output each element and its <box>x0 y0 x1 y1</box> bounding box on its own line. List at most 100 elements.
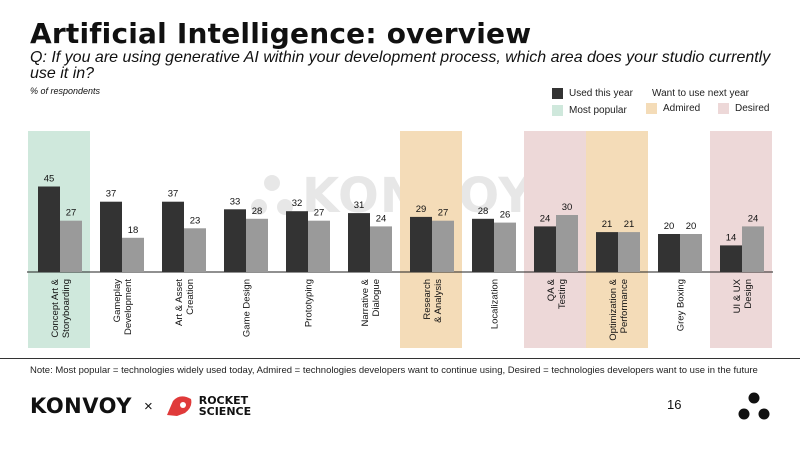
category-label-line: Research <box>422 279 433 320</box>
legend-label-desired: Desired <box>735 103 770 114</box>
bar-chart: 45 27 Concept Art & Storyboarding 37 18 Gamepl… <box>27 131 773 348</box>
data-label: 27 <box>438 208 449 219</box>
data-label: 33 <box>230 196 241 207</box>
data-label: 20 <box>686 221 697 232</box>
bar-want <box>246 218 268 272</box>
page-number: 16 <box>667 397 682 412</box>
category-label-line: QA & <box>546 278 557 301</box>
category-label-line: Grey Boxing <box>676 279 687 331</box>
unit-label: % of respondents <box>30 86 101 96</box>
bar-used <box>534 226 556 272</box>
rocket-science-logo: ROCKET SCIENCE <box>165 395 251 417</box>
category-label: UI & UX Design <box>732 278 754 313</box>
bar-want <box>556 215 578 272</box>
legend-want: Want to use next year <box>646 88 749 99</box>
category-label-line: Prototyping <box>304 279 315 327</box>
category-label-line: Creation <box>185 279 196 315</box>
bar-want <box>308 220 330 272</box>
legend-label-admired: Admired <box>663 103 701 114</box>
chart-legend-2: Admired Desired <box>646 103 778 120</box>
bar-used <box>658 234 680 272</box>
bar-used <box>410 216 432 272</box>
category-label: Art & Asset Creation <box>174 279 196 326</box>
data-label: 28 <box>252 206 263 217</box>
data-label: 27 <box>66 208 77 219</box>
category-label: Narrative & Dialogue <box>360 278 382 326</box>
footnote: Note: Most popular = technologies widely… <box>30 365 758 376</box>
legend-desired: Desired <box>718 103 778 114</box>
legend-label-used: Used this year <box>569 88 633 99</box>
category-label-line: Dialogue <box>371 279 382 317</box>
data-label: 21 <box>624 219 635 230</box>
legend-label-want: Want to use next year <box>652 88 749 99</box>
bar-used <box>286 211 308 272</box>
category-label: Prototyping <box>304 279 315 327</box>
partner-name-line2: SCIENCE <box>198 405 252 418</box>
partner-name-line1: ROCKET <box>198 394 249 407</box>
category-label-line: Optimization & <box>608 278 619 340</box>
category-label: Research & Analysis <box>422 279 444 323</box>
chart-legend: Used this year Want to use next year Mos… <box>552 88 749 122</box>
data-label: 27 <box>314 208 325 219</box>
bar-want <box>494 222 516 272</box>
legend-swatch-desired <box>718 103 729 114</box>
bar-used <box>348 213 370 272</box>
bar-want <box>370 226 392 272</box>
bar-want <box>618 232 640 272</box>
bar-used <box>38 186 60 272</box>
category-label: Game Design <box>242 279 253 337</box>
category-label-line: Narrative & <box>360 278 371 326</box>
data-label: 37 <box>168 189 179 200</box>
footer-brands: KONVOY × ROCKET SCIENCE <box>30 394 251 418</box>
category-label: Concept Art & Storyboarding <box>50 278 72 338</box>
data-label: 32 <box>292 198 303 209</box>
data-label: 18 <box>128 225 139 236</box>
data-label: 20 <box>664 221 675 232</box>
data-label: 31 <box>354 200 365 211</box>
data-label: 28 <box>478 206 489 217</box>
category-label-line: Concept Art & <box>50 278 61 337</box>
survey-question: Q: If you are using generative AI within… <box>30 49 771 82</box>
category-label-line: Game Design <box>242 279 253 337</box>
data-label: 45 <box>44 174 55 185</box>
bar-used <box>100 201 122 272</box>
category-label: Localization <box>490 279 501 329</box>
footer-divider <box>0 358 800 359</box>
bar-want <box>432 220 454 272</box>
category-label-line: Storyboarding <box>61 279 72 338</box>
legend-swatch-admired <box>646 103 657 114</box>
bar-want <box>122 237 144 272</box>
legend-label-most-popular: Most popular <box>569 105 627 116</box>
category-label: Grey Boxing <box>676 279 687 331</box>
page-title: Artificial Intelligence: overview <box>30 17 532 50</box>
bar-used <box>224 209 246 272</box>
category-label-line: Development <box>123 279 134 335</box>
data-label: 14 <box>726 232 737 243</box>
data-label: 30 <box>562 202 573 213</box>
data-label: 26 <box>500 210 511 221</box>
konvoy-mark-icon <box>738 392 770 420</box>
bar-want <box>60 220 82 272</box>
category-label-line: Testing <box>557 279 568 309</box>
legend-swatch-most-popular <box>552 105 563 116</box>
data-label: 24 <box>748 213 759 224</box>
data-label: 37 <box>106 189 117 200</box>
legend-admired: Admired <box>646 103 718 114</box>
bar-used <box>162 201 184 272</box>
brand-separator: × <box>143 397 153 415</box>
category-label-line: Performance <box>619 279 630 333</box>
data-label: 24 <box>540 213 551 224</box>
bar-used <box>720 245 742 272</box>
rocket-icon <box>166 396 192 416</box>
category-label: Gameplay Development <box>112 279 134 335</box>
category-label-line: UI & UX <box>732 278 743 313</box>
corner-logo <box>738 392 770 425</box>
category-label-line: & Analysis <box>433 279 444 323</box>
data-label: 24 <box>376 213 387 224</box>
legend-swatch-used <box>552 88 563 99</box>
data-label: 29 <box>416 204 427 215</box>
category-label: QA & Testing <box>546 278 568 309</box>
legend-used: Used this year <box>552 88 652 99</box>
bar-used <box>596 232 618 272</box>
data-label: 21 <box>602 219 613 230</box>
